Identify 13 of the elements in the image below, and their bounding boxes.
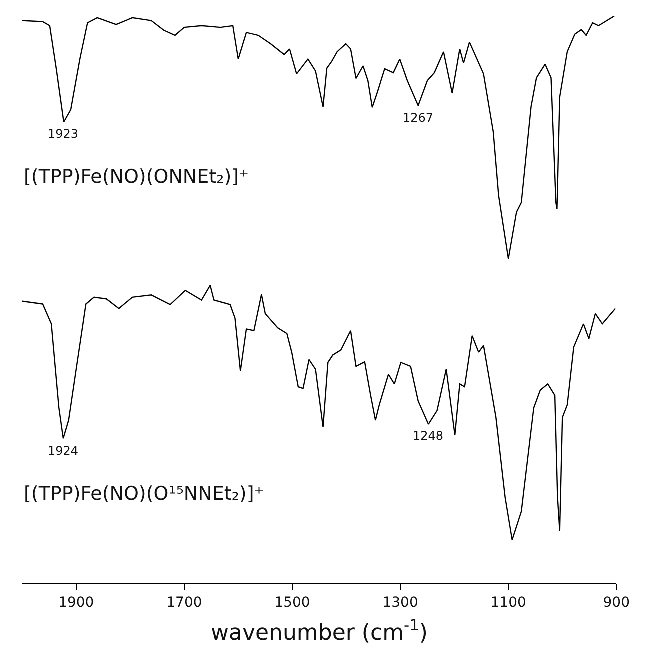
annotation: [(TPP)Fe(NO)(O¹⁵NNEt₂)]⁺: [24, 483, 264, 505]
annotation: [(TPP)Fe(NO)(ONNEt₂)]⁺: [24, 166, 250, 188]
x-tick-label: 900: [603, 594, 630, 611]
annotation: 1248: [413, 429, 444, 443]
x-axis-title: wavenumber (cm$^{-1}$): [211, 616, 428, 646]
x-tick-label: 1700: [166, 594, 202, 611]
annotation: 1267: [403, 111, 434, 125]
x-tick-label: 1500: [274, 594, 310, 611]
x-tick-label: 1300: [382, 594, 418, 611]
annotation: 1923: [48, 127, 79, 141]
x-tick-label: 1100: [490, 594, 526, 611]
annotation: 1924: [48, 444, 79, 458]
x-tick-label: 1900: [58, 594, 94, 611]
